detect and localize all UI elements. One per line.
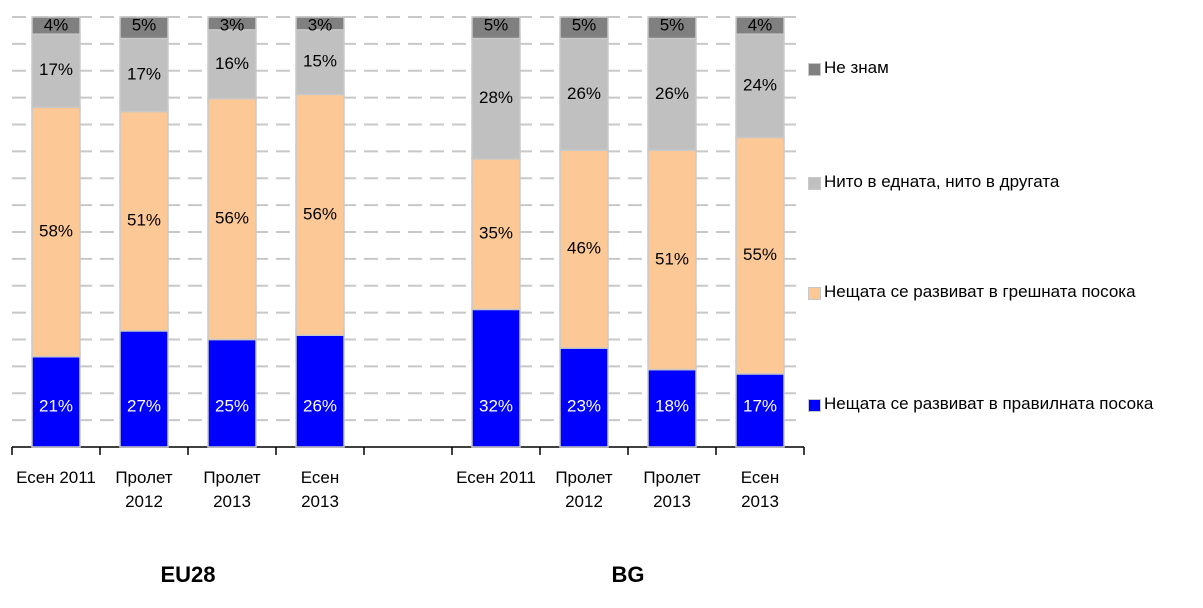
x-tick-label: Пролет 2012 (555, 468, 613, 511)
group-label: BG (611, 562, 645, 587)
data-label: 26% (567, 84, 601, 103)
data-label: 46% (567, 239, 601, 258)
data-label: 26% (655, 84, 689, 103)
data-label: 15% (303, 52, 337, 71)
data-label: 56% (215, 209, 249, 228)
data-label: 4% (748, 15, 773, 34)
bar-segment (295, 334, 345, 448)
bar-segment (647, 37, 697, 152)
data-label: 51% (655, 249, 689, 268)
data-label: 17% (39, 60, 73, 79)
group-label: EU28 (160, 562, 216, 587)
bar-segment (559, 16, 609, 40)
data-label: 35% (479, 224, 513, 243)
data-label: 3% (308, 15, 333, 34)
legend-swatch (808, 63, 821, 76)
bar-segment (735, 373, 785, 448)
bar-segment (207, 97, 257, 341)
data-label: 24% (743, 75, 777, 94)
data-label: 17% (127, 65, 161, 84)
legend-swatch (808, 399, 821, 412)
legend-label: Нещата се развиват в грешната посока (824, 282, 1136, 301)
bar-segment (471, 158, 521, 311)
bar-segment (735, 136, 785, 375)
bar-segment (471, 16, 521, 40)
data-label: 58% (39, 221, 73, 240)
data-label: 3% (220, 15, 245, 34)
data-label: 51% (127, 211, 161, 230)
bar-segment (31, 106, 81, 358)
bar-segment (735, 33, 785, 139)
data-label: 55% (743, 245, 777, 264)
x-tick-label: Есен 2011 (16, 468, 96, 487)
bar-segment (207, 16, 257, 31)
bar-segment (119, 330, 169, 448)
legend-swatch (808, 177, 821, 190)
data-label: 56% (303, 204, 337, 223)
data-label: 23% (567, 396, 601, 415)
bar-segment (295, 16, 345, 31)
data-label: 5% (572, 15, 597, 34)
bar-segment (207, 338, 257, 448)
legend-label: Нито в едната, нито в другата (824, 172, 1060, 191)
data-label: 27% (127, 396, 161, 415)
data-label: 16% (215, 54, 249, 73)
bar-segment (735, 16, 785, 35)
bar-segment (119, 16, 169, 40)
data-label: 28% (479, 88, 513, 107)
data-label: 18% (655, 396, 689, 415)
data-label: 26% (303, 396, 337, 415)
x-tick-label: Есен 2011 (456, 468, 536, 487)
x-tick-label: Пролет 2013 (643, 468, 701, 511)
bar-segment (31, 355, 81, 448)
bar-segment (559, 149, 609, 349)
data-label: 21% (39, 396, 73, 415)
data-label: 25% (215, 396, 249, 415)
legend-label: Нещата се развиват в правилната посока (824, 394, 1154, 413)
data-label: 17% (743, 396, 777, 415)
bar-segment (31, 33, 81, 109)
legend-swatch (808, 287, 821, 300)
data-label: 4% (44, 15, 69, 34)
data-label: 32% (479, 396, 513, 415)
bar-segment (471, 308, 521, 448)
bar-segment (471, 37, 521, 160)
data-label: 5% (132, 15, 157, 34)
x-tick-label: Есен 2013 (300, 468, 340, 511)
bar-segment (647, 16, 697, 40)
data-label: 5% (484, 15, 509, 34)
bar-segment (31, 16, 81, 35)
bar-segment (119, 37, 169, 113)
data-label: 5% (660, 15, 685, 34)
legend-label: Не знам (824, 58, 889, 77)
bar-segment (207, 29, 257, 100)
bar-segment (647, 149, 697, 371)
x-tick-label: Есен 2013 (740, 468, 780, 511)
x-tick-label: Пролет 2013 (203, 468, 261, 511)
x-tick-label: Пролет 2012 (115, 468, 173, 511)
